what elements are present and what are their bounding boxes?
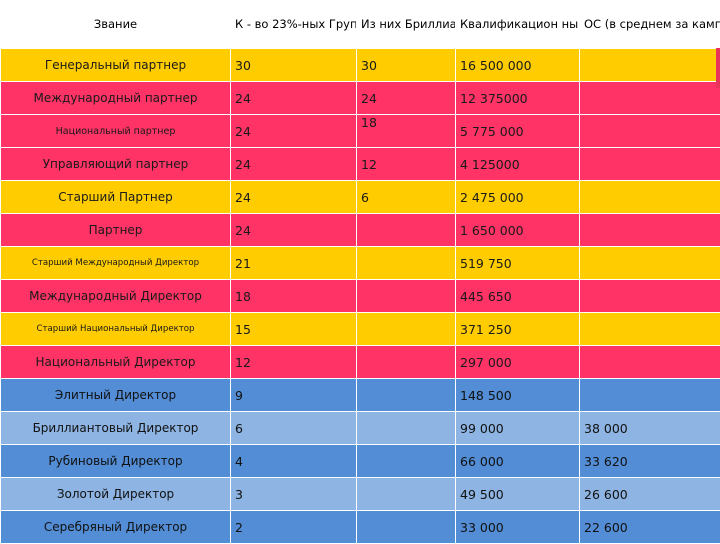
os-cell (580, 82, 720, 115)
table-row: Бриллиантовый Директор 6 99 000 38 000 (1, 412, 720, 445)
header-os: ОС (в среднем за кампанию) (580, 1, 720, 49)
table-row: Серебряный Директор 2 33 000 22 600 (1, 511, 720, 544)
bonus-cell: 33 000 (456, 511, 580, 544)
groups-cell: 24 (231, 148, 357, 181)
bonus-cell: 148 500 (456, 379, 580, 412)
table-row: Партнер 24 1 650 000 (1, 214, 720, 247)
groups-cell: 21 (231, 247, 357, 280)
header-brilliant: Из них Бриллианто вых ветвей (357, 1, 456, 49)
bonus-cell: 297 000 (456, 346, 580, 379)
brilliant-cell: 30 (357, 49, 456, 82)
brilliant-cell (357, 247, 456, 280)
groups-cell: 3 (231, 478, 357, 511)
os-cell (580, 115, 720, 148)
bonus-cell: 2 475 000 (456, 181, 580, 214)
groups-cell: 24 (231, 214, 357, 247)
brilliant-cell: 6 (357, 181, 456, 214)
rank-cell: Серебряный Директор (1, 511, 231, 544)
os-cell: 38 000 (580, 412, 720, 445)
os-cell (580, 247, 720, 280)
table-row: Старший Международный Директор 21 519 75… (1, 247, 720, 280)
table-row: Международный партнер 24 24 12 375000 (1, 82, 720, 115)
slide-edge-strip (716, 48, 720, 88)
table-row: Международный Директор 18 445 650 (1, 280, 720, 313)
rank-cell: Старший Национальный Директор (1, 313, 231, 346)
bonus-cell: 16 500 000 (456, 49, 580, 82)
bonus-cell: 519 750 (456, 247, 580, 280)
bonus-cell: 99 000 (456, 412, 580, 445)
rank-cell: Старший Международный Директор (1, 247, 231, 280)
brilliant-cell (357, 214, 456, 247)
brilliant-cell (357, 445, 456, 478)
os-cell (580, 313, 720, 346)
header-rank: Звание (1, 1, 231, 49)
brilliant-cell (357, 511, 456, 544)
groups-cell: 2 (231, 511, 357, 544)
bonus-cell: 12 375000 (456, 82, 580, 115)
brilliant-cell (357, 346, 456, 379)
rank-cell: Бриллиантовый Директор (1, 412, 231, 445)
os-cell (580, 214, 720, 247)
groups-cell: 4 (231, 445, 357, 478)
groups-cell: 18 (231, 280, 357, 313)
table-row: Национальный партнер 24 18 5 775 000 (1, 115, 720, 148)
rank-cell: Управляющий партнер (1, 148, 231, 181)
groups-cell: 6 (231, 412, 357, 445)
brilliant-cell (357, 478, 456, 511)
header-bonus: Квалификацион ный Бонус, грн. (456, 1, 580, 49)
rank-cell: Элитный Директор (1, 379, 231, 412)
os-cell (580, 280, 720, 313)
table-row: Управляющий партнер 24 12 4 125000 (1, 148, 720, 181)
bonus-cell: 66 000 (456, 445, 580, 478)
groups-cell: 24 (231, 82, 357, 115)
rank-cell: Золотой Директор (1, 478, 231, 511)
table-row: Генеральный партнер 30 30 16 500 000 (1, 49, 720, 82)
os-cell: 26 600 (580, 478, 720, 511)
brilliant-cell (357, 412, 456, 445)
rank-cell: Старший Партнер (1, 181, 231, 214)
groups-cell: 12 (231, 346, 357, 379)
rank-cell: Партнер (1, 214, 231, 247)
brilliant-cell (357, 313, 456, 346)
rank-cell: Национальный Директор (1, 346, 231, 379)
os-cell: 22 600 (580, 511, 720, 544)
brilliant-cell (357, 280, 456, 313)
rank-cell: Международный партнер (1, 82, 231, 115)
bonus-cell: 4 125000 (456, 148, 580, 181)
table-row: Элитный Директор 9 148 500 (1, 379, 720, 412)
header-groups: К - во 23%-ных Групп в 1 линии (231, 1, 357, 49)
table-row: Старший Национальный Директор 15 371 250 (1, 313, 720, 346)
table-row: Старший Партнер 24 6 2 475 000 (1, 181, 720, 214)
os-cell: 33 620 (580, 445, 720, 478)
bonus-cell: 1 650 000 (456, 214, 580, 247)
groups-cell: 15 (231, 313, 357, 346)
rank-cell: Международный Директор (1, 280, 231, 313)
table-header-row: Звание К - во 23%-ных Групп в 1 линии Из… (1, 1, 720, 49)
groups-cell: 24 (231, 181, 357, 214)
bonus-cell: 49 500 (456, 478, 580, 511)
bonus-cell: 5 775 000 (456, 115, 580, 148)
os-cell (580, 379, 720, 412)
bonus-cell: 445 650 (456, 280, 580, 313)
brilliant-cell: 24 (357, 82, 456, 115)
brilliant-cell: 12 (357, 148, 456, 181)
table-row: Рубиновый Директор 4 66 000 33 620 (1, 445, 720, 478)
brilliant-cell (357, 379, 456, 412)
table-row: Золотой Директор 3 49 500 26 600 (1, 478, 720, 511)
rank-cell: Рубиновый Директор (1, 445, 231, 478)
groups-cell: 9 (231, 379, 357, 412)
groups-cell: 30 (231, 49, 357, 82)
os-cell (580, 181, 720, 214)
os-cell (580, 346, 720, 379)
brilliant-cell: 18 (357, 115, 456, 148)
groups-cell: 24 (231, 115, 357, 148)
os-cell (580, 148, 720, 181)
rank-cell: Национальный партнер (1, 115, 231, 148)
rank-cell: Генеральный партнер (1, 49, 231, 82)
bonus-cell: 371 250 (456, 313, 580, 346)
table-row: Национальный Директор 12 297 000 (1, 346, 720, 379)
os-cell (580, 49, 720, 82)
